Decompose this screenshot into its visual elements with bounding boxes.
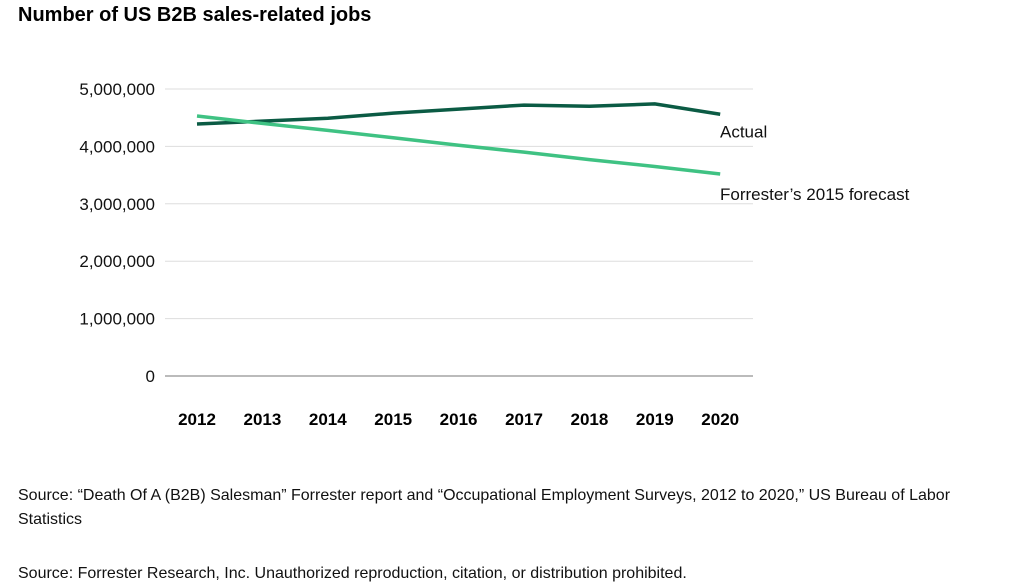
x-tick-label: 2014 — [309, 410, 347, 429]
y-tick-label: 5,000,000 — [79, 80, 155, 99]
series-line — [196, 114, 721, 176]
footer-note: Source: Forrester Research, Inc. Unautho… — [18, 565, 687, 582]
x-tick-label: 2018 — [570, 410, 608, 429]
x-tick-label: 2019 — [636, 410, 674, 429]
x-tick-label: 2020 — [701, 410, 739, 429]
x-tick-label: 2017 — [505, 410, 543, 429]
y-tick-label: 4,000,000 — [79, 137, 155, 156]
x-tick-label: 2013 — [243, 410, 281, 429]
y-tick-label: 2,000,000 — [79, 252, 155, 271]
x-tick-label: 2016 — [440, 410, 478, 429]
y-tick-label: 0 — [146, 367, 155, 386]
y-tick-label: 3,000,000 — [79, 195, 155, 214]
line-chart: 0 1,000,000 2,000,000 3,000,000 4,000,000 5,0… — [79, 80, 910, 429]
series-label: Forrester’s 2015 forecast — [720, 185, 910, 204]
source-note: Source: “Death Of A (B2B) Salesman” Forr… — [18, 487, 951, 528]
series-line — [196, 102, 721, 126]
series-label: Actual — [720, 122, 767, 141]
chart-title: Number of US B2B sales-related jobs — [18, 4, 372, 26]
x-tick-label: 2012 — [178, 410, 216, 429]
x-tick-label: 2015 — [374, 410, 412, 429]
y-tick-label: 1,000,000 — [79, 310, 155, 329]
